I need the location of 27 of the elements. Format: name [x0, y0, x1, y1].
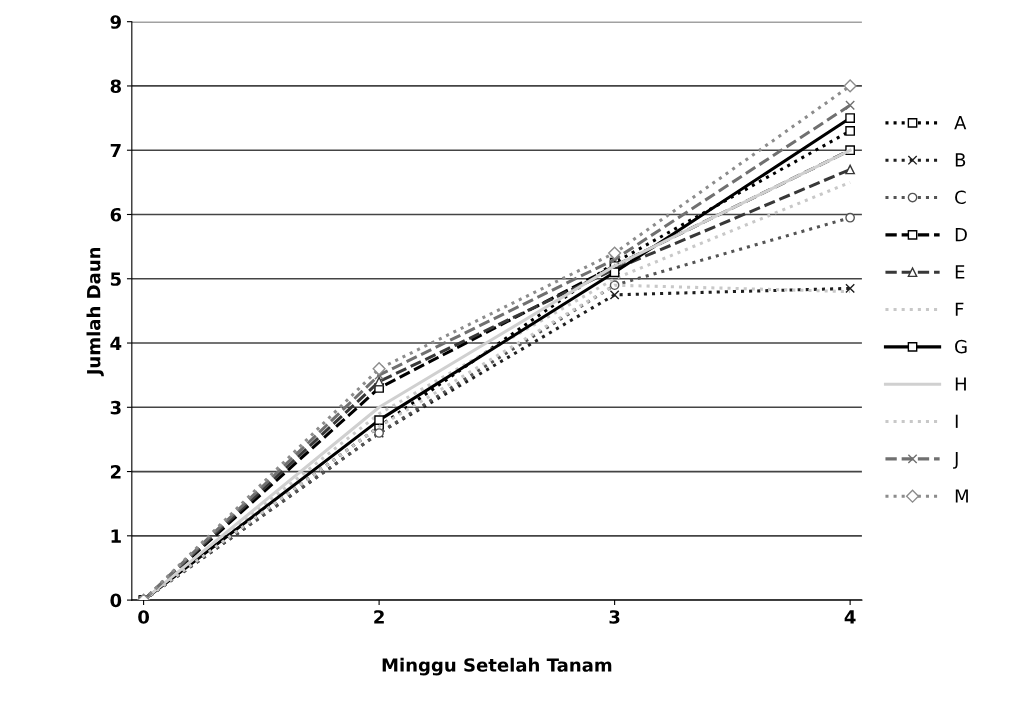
x-tick-label: 2 — [374, 610, 384, 624]
legend-label: M — [955, 489, 968, 503]
x-tick-label: 4 — [844, 610, 856, 624]
legend-label: I — [955, 414, 958, 428]
legend-label: C — [955, 190, 966, 205]
y-tick-label: 7 — [110, 143, 121, 158]
y-tick-label: 8 — [110, 79, 121, 94]
y-tick-label: 1 — [111, 529, 121, 543]
y-tick-label: 2 — [110, 465, 121, 479]
x-tick-label: 0 — [138, 610, 150, 624]
y-axis-title: Jumlah Daun — [86, 247, 104, 377]
legend-label: D — [955, 228, 967, 242]
legend-label: E — [955, 265, 965, 279]
y-tick-label: 4 — [110, 336, 122, 350]
legend-label: H — [955, 377, 966, 391]
x-tick-label: 3 — [609, 610, 620, 624]
x-axis-title: Minggu Setelah Tanam — [382, 657, 612, 676]
y-tick-label: 6 — [110, 207, 122, 222]
y-tick-label: 0 — [110, 593, 122, 608]
legend-label: B — [955, 153, 966, 167]
y-tick-label: 9 — [110, 15, 121, 29]
y-tick-label: 3 — [110, 400, 121, 415]
legend-label: G — [955, 339, 967, 354]
legend-label: J — [953, 452, 958, 469]
legend-label: F — [955, 302, 964, 316]
y-tick-label: 5 — [110, 272, 121, 286]
legend-label: A — [954, 116, 967, 130]
